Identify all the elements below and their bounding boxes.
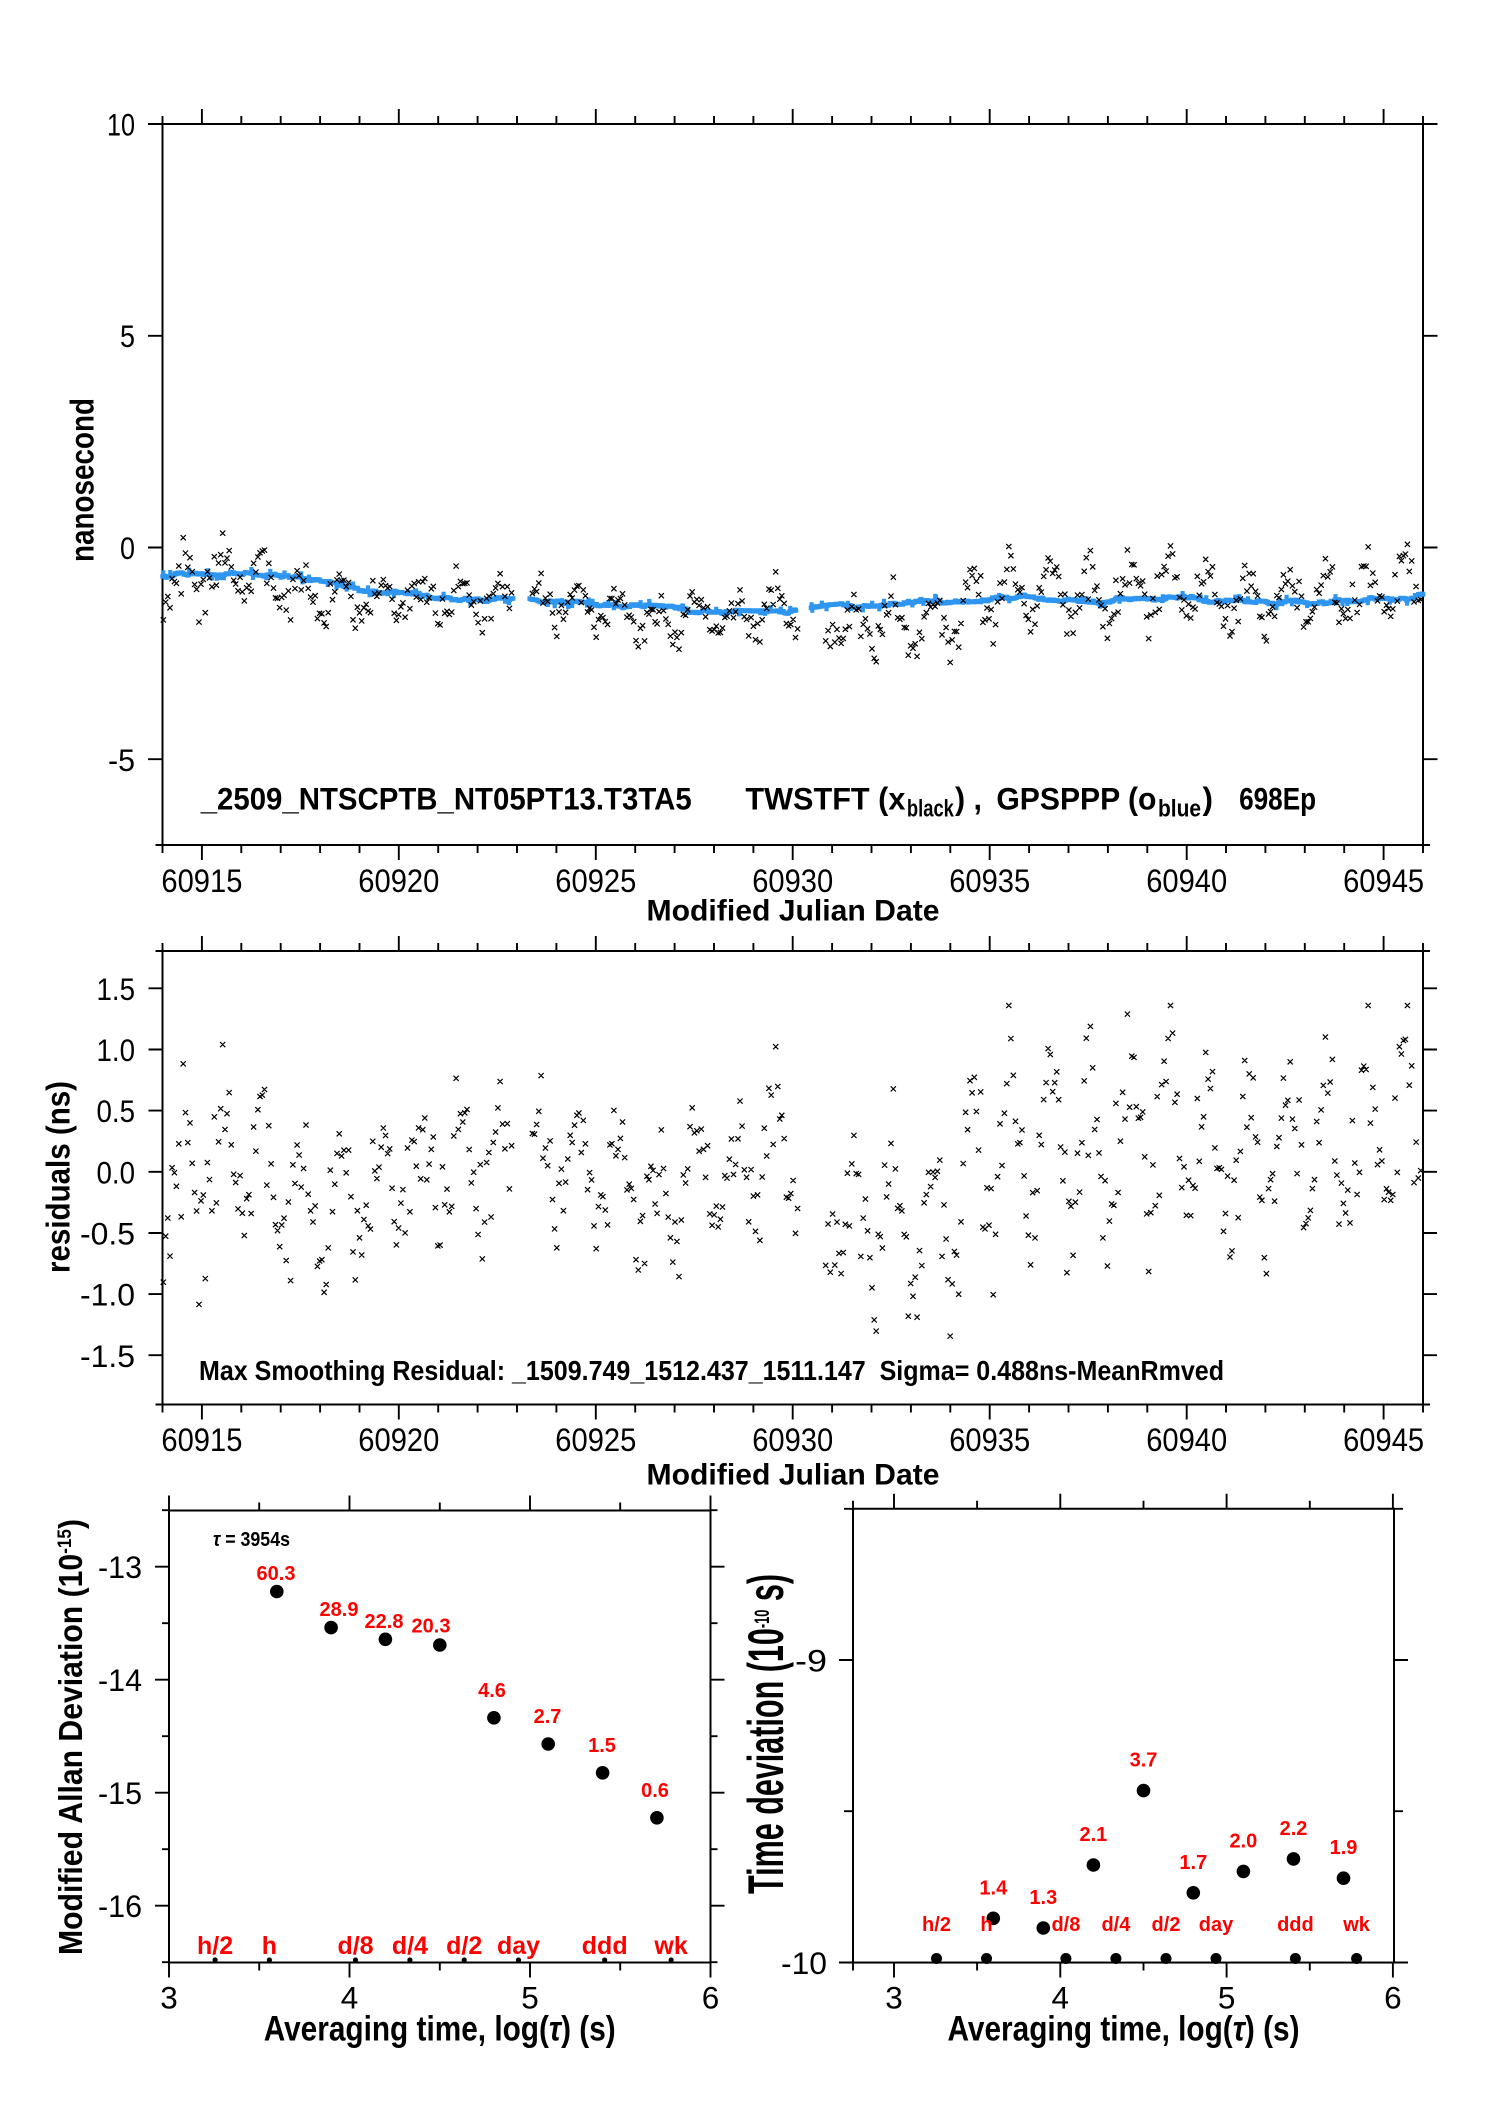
svg-text:-14: -14 [98, 1662, 142, 1698]
svg-text:5: 5 [1218, 1980, 1236, 2016]
svg-text:-15: -15 [98, 1775, 142, 1811]
svg-text:60935: 60935 [949, 1422, 1030, 1458]
svg-text:0: 0 [120, 530, 135, 566]
svg-text:-9: -9 [795, 1642, 827, 1678]
svg-text:3: 3 [160, 1980, 178, 2016]
svg-text:60925: 60925 [555, 1422, 636, 1458]
svg-text:20.3: 20.3 [412, 1616, 451, 1638]
svg-text:1.9: 1.9 [1330, 1837, 1358, 1859]
svg-text:h/2: h/2 [197, 1932, 233, 1960]
svg-text:4: 4 [1052, 1980, 1070, 2016]
svg-text:TWSTFT (x: TWSTFT (x [745, 781, 905, 817]
svg-text:3: 3 [885, 1980, 903, 2016]
svg-text:): ) [1203, 781, 1214, 817]
svg-text:-10: -10 [781, 1945, 827, 1981]
svg-text:60945: 60945 [1343, 1422, 1424, 1458]
svg-text:-5: -5 [108, 742, 135, 778]
svg-text:h: h [262, 1932, 277, 1960]
svg-text:698Ep: 698Ep [1239, 781, 1316, 817]
svg-text:3.7: 3.7 [1130, 1750, 1158, 1772]
svg-text:-0.5: -0.5 [80, 1216, 135, 1252]
svg-text:blue: blue [1158, 796, 1201, 823]
svg-text:5: 5 [521, 1980, 539, 2016]
svg-text:2.7: 2.7 [534, 1706, 562, 1728]
svg-text:d/2: d/2 [1152, 1914, 1181, 1936]
svg-text:day: day [497, 1932, 540, 1960]
svg-text:ddd: ddd [582, 1932, 628, 1960]
svg-text:-1.5: -1.5 [80, 1338, 135, 1374]
svg-text:60930: 60930 [752, 1422, 833, 1458]
svg-text:d/8: d/8 [337, 1932, 373, 1960]
svg-text:Modified Allan Deviation (10-1: Modified Allan Deviation (10-15) [53, 1519, 90, 1955]
svg-text:5: 5 [120, 318, 135, 354]
svg-text:2.0: 2.0 [1229, 1830, 1257, 1852]
svg-text:Averaging time, log(τ) (s): Averaging time, log(τ) (s) [264, 2010, 616, 2049]
svg-text:60.3: 60.3 [257, 1563, 296, 1585]
svg-text:Max Smoothing Residual: _1509.: Max Smoothing Residual: _1509.749_1512.4… [199, 1355, 1224, 1386]
svg-text:h: h [980, 1914, 992, 1936]
svg-text:1.5: 1.5 [588, 1735, 616, 1757]
svg-text:d/4: d/4 [1101, 1914, 1131, 1936]
svg-text:60920: 60920 [358, 863, 439, 899]
svg-text:60940: 60940 [1146, 863, 1227, 899]
svg-text:-13: -13 [98, 1549, 142, 1585]
svg-text:) ,: ) , [955, 781, 982, 817]
svg-text:4.6: 4.6 [478, 1680, 506, 1702]
svg-text:60920: 60920 [358, 1422, 439, 1458]
svg-text:28.9: 28.9 [320, 1599, 359, 1621]
svg-text:0.0: 0.0 [97, 1154, 136, 1190]
svg-text:wk: wk [1342, 1914, 1371, 1936]
svg-text:1.7: 1.7 [1179, 1852, 1207, 1874]
svg-text:60925: 60925 [555, 863, 636, 899]
svg-text:h/2: h/2 [922, 1914, 951, 1936]
svg-text:1.5: 1.5 [97, 971, 136, 1007]
svg-text:4: 4 [341, 1980, 359, 2016]
svg-text:residuals (ns): residuals (ns) [41, 1081, 78, 1273]
svg-text:d/2: d/2 [446, 1932, 482, 1960]
svg-text:6: 6 [1384, 1980, 1402, 2016]
svg-text:d/4: d/4 [392, 1932, 428, 1960]
svg-text:day: day [1199, 1914, 1234, 1936]
svg-text:-1.0: -1.0 [80, 1277, 135, 1313]
svg-text:10: 10 [107, 107, 135, 143]
svg-text:d/8: d/8 [1051, 1914, 1080, 1936]
svg-text:1.3: 1.3 [1029, 1887, 1057, 1909]
svg-text:60930: 60930 [752, 863, 833, 899]
svg-text:1.0: 1.0 [97, 1032, 136, 1068]
svg-text:GPSPPP (o: GPSPPP (o [996, 781, 1156, 817]
svg-text:60940: 60940 [1146, 1422, 1227, 1458]
svg-text:wk: wk [653, 1932, 687, 1960]
svg-text:τ = 3954s: τ = 3954s [213, 1529, 290, 1551]
svg-text:60915: 60915 [161, 1422, 242, 1458]
svg-text:60945: 60945 [1343, 863, 1424, 899]
svg-text:6: 6 [702, 1980, 720, 2016]
svg-text:2.1: 2.1 [1079, 1824, 1107, 1846]
svg-text:60915: 60915 [161, 863, 242, 899]
svg-text:2.2: 2.2 [1280, 1818, 1308, 1840]
svg-text:-16: -16 [98, 1888, 142, 1924]
svg-text:Modified Julian Date: Modified Julian Date [647, 895, 940, 928]
svg-text:0.5: 0.5 [97, 1093, 136, 1129]
svg-text:Averaging time, log(τ) (s): Averaging time, log(τ) (s) [948, 2010, 1300, 2049]
svg-text:ddd: ddd [1277, 1914, 1314, 1936]
svg-text:60935: 60935 [949, 863, 1030, 899]
svg-text:1.4: 1.4 [979, 1877, 1008, 1899]
svg-text:Modified Julian Date: Modified Julian Date [647, 1459, 940, 1492]
svg-text:nanosecond: nanosecond [64, 398, 101, 562]
svg-text:22.8: 22.8 [365, 1611, 404, 1633]
svg-text:0.6: 0.6 [641, 1780, 669, 1802]
svg-text:_2509_NTSCPTB_NT05PT13.T3TA5: _2509_NTSCPTB_NT05PT13.T3TA5 [200, 781, 692, 817]
svg-text:black: black [907, 796, 954, 823]
